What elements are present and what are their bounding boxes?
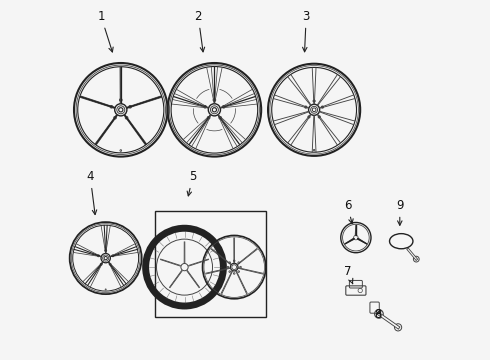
Text: 1: 1 [97,10,113,52]
Text: 3: 3 [302,10,310,52]
Text: 4: 4 [86,170,97,215]
Text: 5: 5 [187,170,196,196]
Text: 8: 8 [374,309,382,321]
Text: 2: 2 [195,10,205,52]
Bar [155,211,266,317]
Text: 9: 9 [396,199,404,225]
Text: 7: 7 [344,265,353,284]
Text: 6: 6 [344,199,353,224]
